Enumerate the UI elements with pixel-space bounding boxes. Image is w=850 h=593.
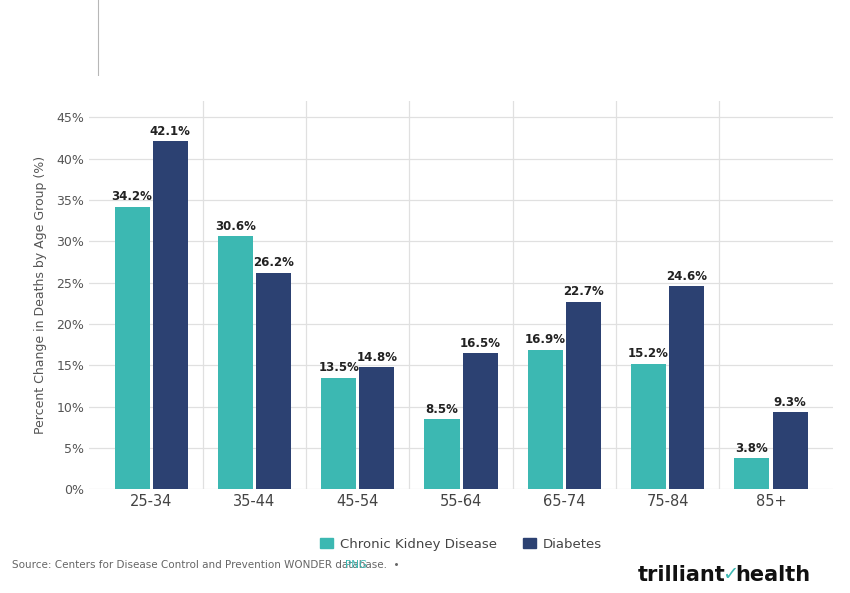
Text: 26.2%: 26.2% xyxy=(253,256,294,269)
Text: FIGURE 1.: FIGURE 1. xyxy=(14,30,96,46)
Bar xyxy=(566,302,601,489)
Bar xyxy=(631,364,666,489)
Bar xyxy=(669,286,705,489)
Text: PNG: PNG xyxy=(345,560,367,570)
Text: 34.2%: 34.2% xyxy=(111,190,152,203)
Text: 8.5%: 8.5% xyxy=(426,403,458,416)
Bar xyxy=(321,378,356,489)
Bar xyxy=(462,353,498,489)
Text: health: health xyxy=(735,565,810,585)
Text: 42.1%: 42.1% xyxy=(150,125,190,138)
Bar xyxy=(218,237,253,489)
Y-axis label: Percent Change in Deaths by Age Group (%): Percent Change in Deaths by Age Group (%… xyxy=(34,156,47,434)
Bar xyxy=(256,273,292,489)
Text: 9.3%: 9.3% xyxy=(774,396,807,409)
Bar xyxy=(115,206,150,489)
Bar xyxy=(734,458,769,489)
Text: PERCENT CHANGE IN DIABETES AND CHRONIC KIDNEY DISEASE DEATHS,
BY AGE GROUP, 2018: PERCENT CHANGE IN DIABETES AND CHRONIC K… xyxy=(106,21,606,55)
Legend: Chronic Kidney Disease, Diabetes: Chronic Kidney Disease, Diabetes xyxy=(320,538,602,550)
Text: 13.5%: 13.5% xyxy=(318,361,360,374)
Text: 16.9%: 16.9% xyxy=(524,333,566,346)
Bar xyxy=(360,367,394,489)
Bar xyxy=(424,419,460,489)
Bar xyxy=(153,141,188,489)
Text: 3.8%: 3.8% xyxy=(735,442,768,454)
Text: 16.5%: 16.5% xyxy=(460,337,501,349)
Text: Source: Centers for Disease Control and Prevention WONDER database.  •: Source: Centers for Disease Control and … xyxy=(12,560,406,570)
Text: 22.7%: 22.7% xyxy=(564,285,604,298)
Text: ✓: ✓ xyxy=(722,565,739,584)
Text: 30.6%: 30.6% xyxy=(215,220,256,233)
Text: 24.6%: 24.6% xyxy=(666,270,707,283)
Text: 14.8%: 14.8% xyxy=(356,350,398,364)
Bar xyxy=(528,349,563,489)
Text: trilliant: trilliant xyxy=(638,565,726,585)
Text: 15.2%: 15.2% xyxy=(628,347,669,361)
Bar xyxy=(773,412,807,489)
